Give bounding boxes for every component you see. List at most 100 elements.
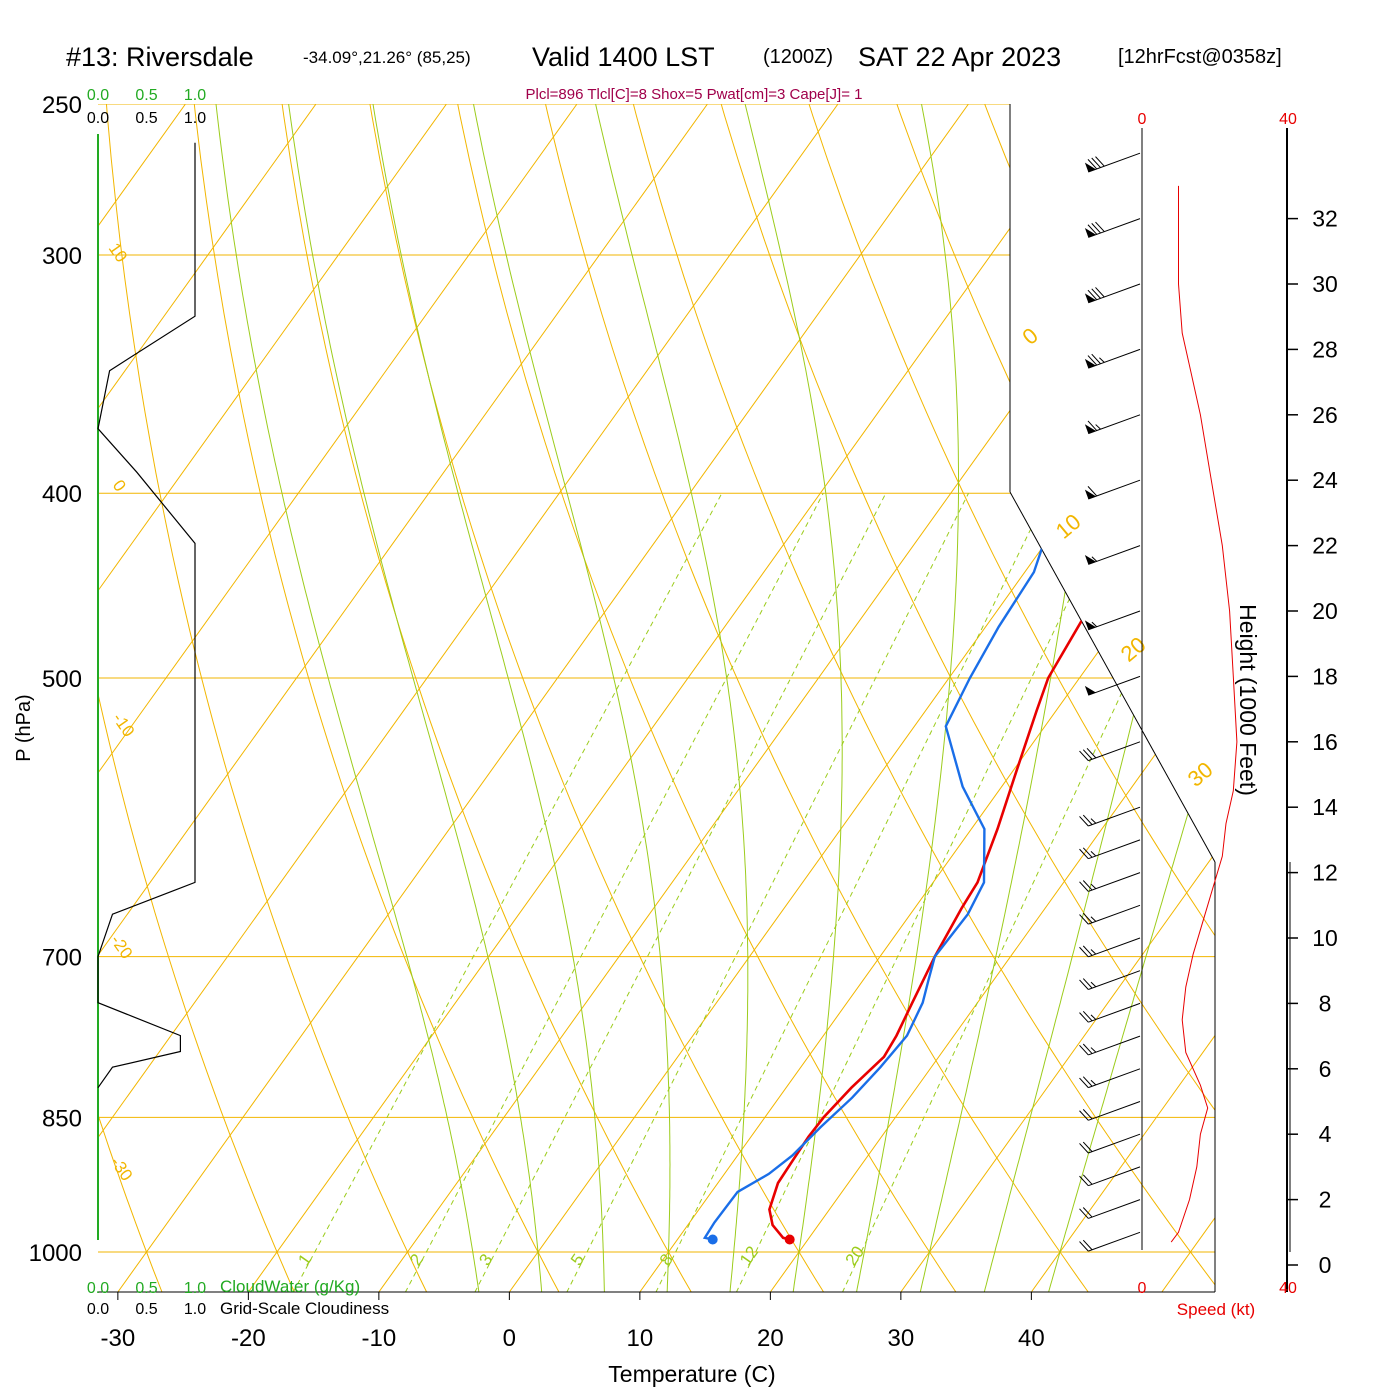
x-tick-label: 20 [757, 1325, 784, 1352]
mixing-ratio-line [292, 492, 723, 1292]
wind-barb-feather [1079, 979, 1089, 990]
cloudwater-label: CloudWater (g/Kg) [220, 1277, 360, 1296]
speed-tick-label-top: 0 [1138, 111, 1147, 128]
wind-barb [1079, 872, 1141, 892]
cloudwater-scale-label-top: 0.5 [135, 87, 157, 104]
isotherm-line [98, 104, 578, 1292]
wind-barb [1079, 904, 1141, 925]
wind-barb-feather [1082, 1207, 1093, 1218]
isotherm-line [769, 104, 1215, 1292]
mixing-ratio-line [474, 492, 887, 1292]
wind-barb-pennant [1084, 555, 1096, 565]
wind-barb-feather [1087, 420, 1098, 431]
wind-barb-pennant [1084, 358, 1096, 369]
pressure-tick-label: 1000 [29, 1240, 82, 1267]
wind-barb [1084, 414, 1141, 435]
wind-barb-half-feather [1090, 981, 1097, 988]
wind-barb-feather [1082, 1174, 1093, 1185]
mixing-ratio-label: 1 [294, 1250, 315, 1269]
pressure-tick-label: 250 [42, 92, 82, 119]
wind-barb-staff [1088, 904, 1141, 925]
wind-barb-feather [1079, 914, 1089, 925]
wind-barb [1084, 283, 1141, 304]
mixing-ratio-label: 5 [567, 1250, 588, 1269]
wind-barb-feather [1087, 486, 1098, 497]
cloudwater-scale-label-top: 1.0 [184, 87, 206, 104]
wind-barb-staff [1088, 218, 1141, 238]
moist-adiabat-line [1045, 104, 1215, 1292]
wind-barb-feather [1095, 287, 1105, 298]
cloudiness-scale-label-bottom: 0.0 [87, 1301, 109, 1318]
mixing-ratio-label: 12 [736, 1243, 762, 1269]
moist-adiabat-line [367, 104, 605, 1292]
x-tick-label: 10 [627, 1325, 654, 1352]
wind-barb [1084, 545, 1141, 565]
pressure-tick-label: 700 [42, 945, 82, 972]
height-tick-label: 28 [1312, 336, 1338, 362]
height-tick-label: 26 [1312, 402, 1338, 428]
height-axis-title: Height (1000 Feet) [1235, 604, 1261, 796]
wind-barb-staff [1088, 152, 1141, 173]
wind-barb-pennant [1084, 228, 1096, 238]
forecast-info: [12hrFcst@0358z] [1118, 46, 1282, 68]
dry-adiabat-label: 10 [105, 239, 131, 265]
wind-barb-staff [1088, 348, 1141, 369]
wind-barb-half-feather [1090, 850, 1097, 857]
wind-barb [1084, 348, 1141, 369]
wind-barb-half-feather [1090, 818, 1097, 824]
wind-barb-feather [1082, 912, 1093, 924]
isotherm-line [900, 104, 1215, 1292]
dry-adiabat-line [710, 104, 1215, 1292]
moist-adiabat-line [736, 104, 843, 1292]
height-tick-label: 18 [1312, 663, 1338, 689]
height-tick-label: 2 [1319, 1187, 1332, 1213]
x-tick-label: -20 [231, 1325, 266, 1352]
wind-barb-half-feather [1099, 357, 1105, 363]
wind-barb-feather [1082, 1076, 1093, 1087]
wind-barb-pennant [1084, 685, 1096, 696]
wind-barb-feather [1079, 1012, 1089, 1023]
height-tick-label: 20 [1312, 598, 1338, 624]
isotherm-line [1030, 104, 1215, 1292]
wind-barb-feather [1091, 223, 1101, 234]
wind-barb-staff [1088, 1035, 1141, 1056]
params-line: Plcl=896 Tlcl[C]=8 Shox=5 Pwat[cm]=3 Cap… [526, 86, 863, 103]
zulu-time: (1200Z) [763, 46, 833, 68]
isotherm-line [508, 104, 1215, 1292]
valid-date: SAT 22 Apr 2023 [858, 42, 1061, 72]
height-tick-label: 30 [1312, 271, 1338, 297]
wind-barb-feather [1087, 159, 1098, 170]
wind-barb-staff [1088, 1133, 1141, 1154]
wind-barb-feather [1082, 880, 1093, 891]
mixing-ratio-line [655, 492, 1049, 1292]
wind-barb-half-feather [1095, 424, 1101, 430]
background-lines [0, 70, 1215, 1300]
wind-barb [1079, 970, 1141, 990]
wind-barb-feather [1079, 750, 1089, 761]
dry-adiabat-line [190, 104, 564, 1292]
wind-barb-half-feather [1091, 621, 1098, 628]
wind-barb-staff [1088, 1166, 1141, 1187]
wind-barb-feather [1079, 816, 1089, 827]
wind-barb [1079, 1068, 1141, 1089]
isotherm-line [639, 104, 1215, 1292]
cloudiness-profile-line [97, 142, 196, 1089]
moist-adiabat-line [587, 104, 749, 1292]
pressure-tick-label: 850 [42, 1105, 82, 1132]
wind-barb-staff [1088, 1101, 1141, 1121]
wind-barb-feather [1082, 814, 1093, 825]
isotherm-line [117, 104, 969, 1292]
wind-barb-feather [1095, 156, 1105, 167]
dry-adiabat-line [0, 70, 33, 1300]
wind-barb-feather [1079, 1175, 1089, 1187]
dry-adiabat-line [1144, 104, 1215, 1292]
mixing-ratio-line [841, 493, 1215, 1292]
height-tick-label: 16 [1312, 729, 1338, 755]
isotherm-line [378, 104, 1215, 1292]
dry-adiabat-label: 0 [109, 476, 130, 495]
wind-barb-feather [1079, 881, 1089, 892]
diagram-frame [98, 104, 1216, 1293]
wind-barb-half-feather [1090, 916, 1097, 922]
wind-barb-half-feather [1091, 556, 1098, 562]
